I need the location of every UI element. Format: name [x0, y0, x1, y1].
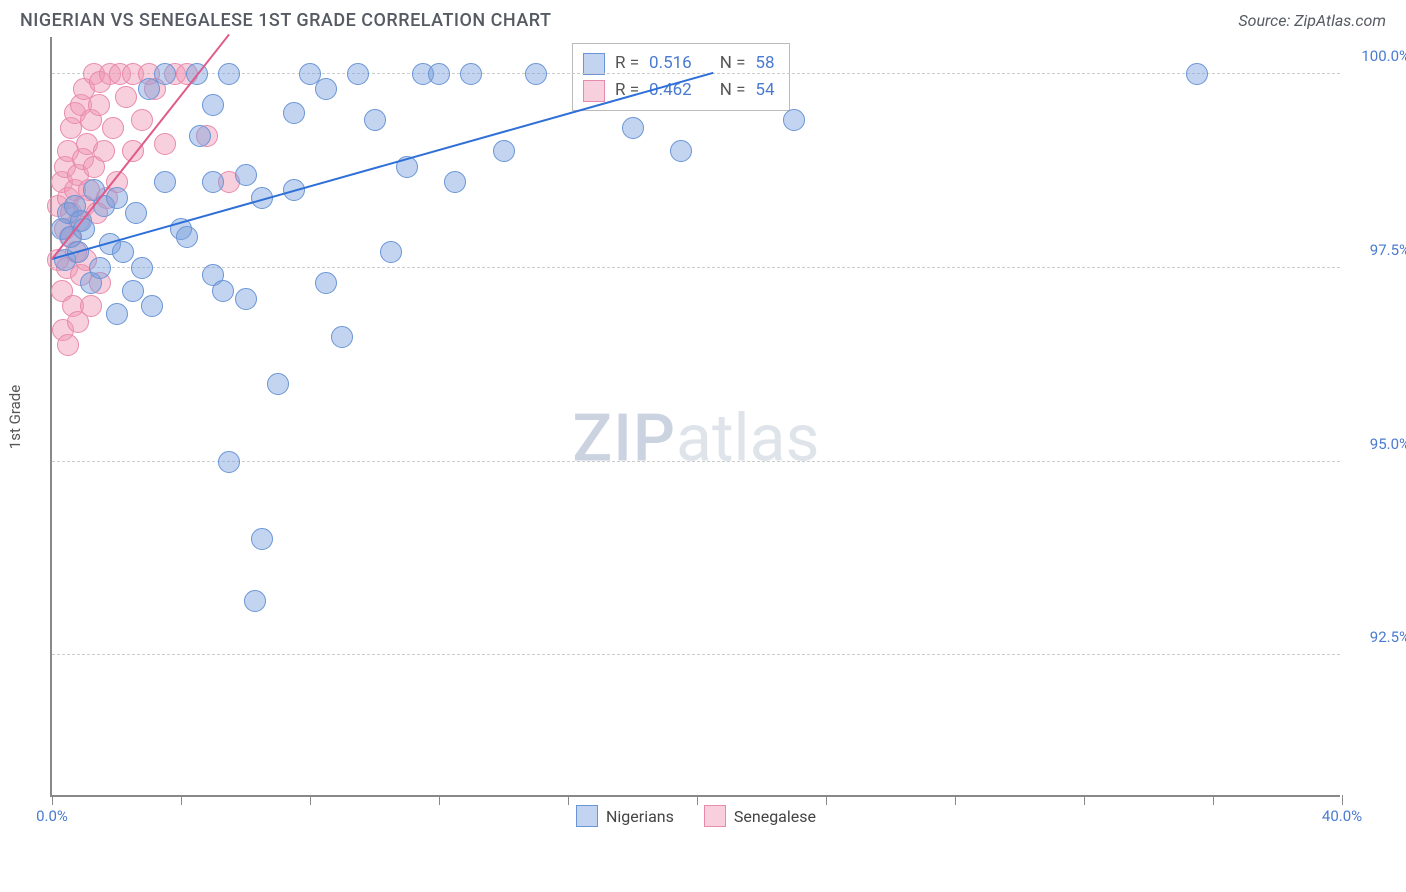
- legend-label-nigerians: Nigerians: [606, 807, 674, 826]
- x-tick: [439, 795, 440, 805]
- data-point: [93, 140, 115, 162]
- data-point: [202, 94, 224, 116]
- gridline: [52, 654, 1340, 655]
- data-point: [202, 171, 224, 193]
- n-label: N =: [720, 77, 746, 104]
- header: NIGERIAN VS SENEGALESE 1ST GRADE CORRELA…: [0, 0, 1406, 37]
- data-point: [106, 187, 128, 209]
- y-tick-label: 95.0%: [1370, 435, 1406, 453]
- data-point: [783, 109, 805, 131]
- x-tick: [826, 795, 827, 805]
- x-tick: [1213, 795, 1214, 805]
- data-point: [102, 117, 124, 139]
- y-tick-label: 92.5%: [1370, 628, 1406, 646]
- x-tick: [955, 795, 956, 805]
- x-tick: [697, 795, 698, 805]
- data-point: [154, 133, 176, 155]
- data-point: [131, 109, 153, 131]
- data-point: [315, 272, 337, 294]
- watermark: ZIPatlas: [572, 400, 819, 477]
- watermark-zip: ZIP: [572, 400, 676, 477]
- data-point: [251, 528, 273, 550]
- data-point: [235, 288, 257, 310]
- data-point: [267, 373, 289, 395]
- bottom-legend: Nigerians Senegalese: [576, 805, 816, 827]
- y-tick-label: 97.5%: [1370, 241, 1406, 259]
- chart-wrap: 1st Grade ZIPatlas R = 0.516 N = 58 R = …: [50, 37, 1386, 797]
- data-point: [235, 164, 257, 186]
- y-axis-label: 1st Grade: [6, 385, 24, 449]
- data-point: [428, 63, 450, 85]
- data-point: [493, 140, 515, 162]
- data-point: [218, 63, 240, 85]
- data-point: [364, 109, 386, 131]
- plot-area: ZIPatlas R = 0.516 N = 58 R = 0.462 N = …: [50, 37, 1340, 797]
- data-point: [444, 171, 466, 193]
- data-point: [622, 117, 644, 139]
- data-point: [141, 295, 163, 317]
- legend-label-senegalese: Senegalese: [734, 807, 816, 826]
- legend-item-senegalese: Senegalese: [704, 805, 816, 827]
- legend-item-nigerians: Nigerians: [576, 805, 674, 827]
- data-point: [112, 241, 134, 263]
- swatch-nigerians: [576, 805, 598, 827]
- x-tick: [181, 795, 182, 805]
- data-point: [125, 202, 147, 224]
- source-label: Source: ZipAtlas.com: [1238, 11, 1386, 30]
- n-value-senegalese: 54: [755, 77, 774, 104]
- data-point: [88, 94, 110, 116]
- gridline: [52, 461, 1340, 462]
- data-point: [1186, 63, 1208, 85]
- data-point: [131, 257, 153, 279]
- data-point: [283, 102, 305, 124]
- x-tick: [310, 795, 311, 805]
- data-point: [347, 63, 369, 85]
- y-tick-label: 100.0%: [1361, 47, 1406, 65]
- x-tick: [568, 795, 569, 805]
- data-point: [189, 125, 211, 147]
- data-point: [380, 241, 402, 263]
- data-point: [80, 295, 102, 317]
- data-point: [460, 63, 482, 85]
- x-tick-label: 40.0%: [1322, 807, 1362, 825]
- data-point: [89, 257, 111, 279]
- data-point: [525, 63, 547, 85]
- data-point: [154, 63, 176, 85]
- x-tick: [1342, 795, 1343, 805]
- data-point: [244, 590, 266, 612]
- data-point: [331, 326, 353, 348]
- data-point: [212, 280, 234, 302]
- data-point: [106, 303, 128, 325]
- swatch-senegalese: [583, 80, 605, 102]
- data-point: [154, 171, 176, 193]
- data-point: [670, 140, 692, 162]
- chart-title: NIGERIAN VS SENEGALESE 1ST GRADE CORRELA…: [20, 10, 551, 31]
- x-tick-label: 0.0%: [36, 807, 68, 825]
- watermark-atlas: atlas: [676, 400, 820, 477]
- gridline: [52, 267, 1340, 268]
- data-point: [115, 86, 137, 108]
- data-point: [176, 226, 198, 248]
- data-point: [57, 334, 79, 356]
- data-point: [315, 78, 337, 100]
- data-point: [122, 280, 144, 302]
- swatch-senegalese: [704, 805, 726, 827]
- gridline: [52, 73, 1340, 74]
- swatch-nigerians: [583, 53, 605, 75]
- x-tick: [52, 795, 53, 805]
- x-tick: [1084, 795, 1085, 805]
- data-point: [218, 451, 240, 473]
